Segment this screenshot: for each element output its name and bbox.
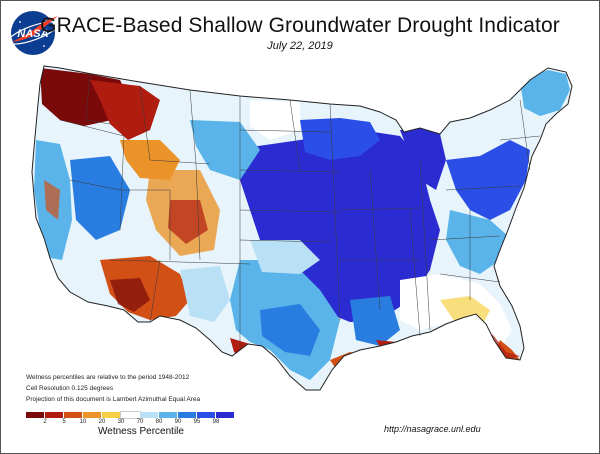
svg-text:NASA: NASA	[17, 28, 48, 40]
legend-tick-label: 20	[98, 419, 106, 425]
us-groundwater-map	[31, 65, 573, 391]
nasa-logo: NASA	[7, 11, 59, 55]
note-projection: Projection of this document is Lambert A…	[26, 396, 201, 403]
legend-title: Wetness Percentile	[98, 426, 184, 437]
legend-swatch	[178, 412, 197, 418]
legend-tick-label: 95	[193, 419, 201, 425]
map-fill	[32, 66, 572, 390]
legend-swatch	[64, 412, 83, 418]
legend-ticks: 2 5 10 20 30 70 80 90 95 98	[26, 418, 266, 426]
legend-tick-label: 98	[212, 419, 220, 425]
map-notes: Wetness percentiles are relative to the …	[26, 372, 200, 405]
legend-swatch	[216, 412, 235, 418]
legend-swatch	[26, 412, 45, 418]
note-resolution: Cell Resolution 0.125 degrees	[26, 385, 114, 392]
legend-swatch	[45, 412, 64, 418]
map-title: GRACE-Based Shallow Groundwater Drought …	[40, 14, 560, 37]
legend-swatch	[197, 412, 216, 418]
legend-tick-label: 80	[155, 419, 163, 425]
color-legend: 2 5 10 20 30 70 80 90 95 98	[26, 411, 266, 426]
legend-tick-label: 30	[117, 419, 125, 425]
legend-swatch	[120, 411, 141, 419]
state-boundaries	[59, 73, 541, 350]
map-date: July 22, 2019	[267, 40, 333, 52]
legend-swatch	[83, 412, 102, 418]
legend-tick-label: 10	[79, 419, 87, 425]
legend-tick-label: 70	[136, 419, 144, 425]
legend-tick-label: 2	[43, 419, 47, 425]
legend-swatch	[102, 412, 121, 418]
source-url: http://nasagrace.unl.edu	[384, 424, 481, 434]
legend-swatch	[140, 412, 159, 418]
legend-tick-label: 90	[174, 419, 182, 425]
note-period: Wetness percentiles are relative to the …	[26, 374, 190, 381]
legend-swatch	[159, 412, 178, 418]
legend-tick-label: 5	[62, 419, 66, 425]
legend-swatches	[26, 411, 266, 419]
